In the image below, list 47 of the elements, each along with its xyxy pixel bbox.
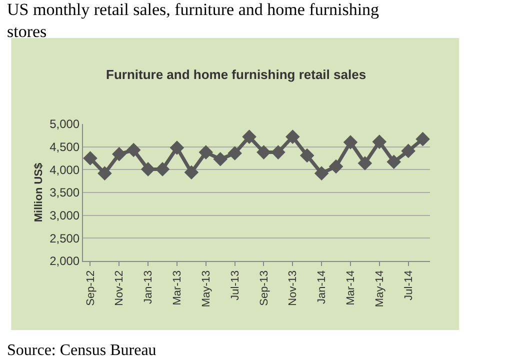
x-tick-label: Jul-14 [402,270,415,300]
point [300,148,314,163]
point [140,162,156,176]
y-tick-label: 3,000 [50,208,80,223]
point [198,145,214,160]
y-axis-title: Million US$ [33,162,46,222]
point [242,130,256,144]
point [401,144,416,158]
x-tick-label: Sep-12 [84,270,97,306]
point [416,132,430,146]
point [271,145,286,160]
point [256,145,271,160]
x-tick-label: May-14 [374,270,386,308]
point [155,162,170,176]
chart-subtitle: Furniture and home furnishing retail sales [106,67,366,82]
x-tick-label: Nov-13 [287,270,300,306]
x-tick-label: Jul-13 [229,270,242,300]
chart-title: US monthly retail sales, furniture and home furnishing stores [7,0,380,42]
point [286,130,300,144]
point [372,134,387,149]
point [386,154,401,170]
y-tick-label: 3,500 [50,186,80,200]
x-tick-label: Jan-13 [142,270,155,304]
point [343,135,358,150]
x-tick-label: Mar-13 [172,270,184,306]
x-tick-label: Nov-12 [114,270,126,306]
point [328,159,344,174]
y-tick-label: 2,500 [50,231,80,246]
y-tick-label: 4,000 [50,162,80,177]
point [228,146,242,160]
point [112,146,126,162]
point [83,151,98,166]
point [184,165,199,180]
x-tick-label: Jan-14 [316,270,328,304]
x-tick-label: Sep-13 [258,270,270,306]
y-tick-label: 5,000 [50,117,80,132]
point [213,152,228,166]
x-tick-label: Mar-14 [345,270,358,306]
point [314,166,329,180]
y-tick-label: 4,500 [50,140,80,154]
point [170,140,184,155]
point [98,166,112,180]
x-tick-label: May-13 [200,270,212,308]
y-tick-label: 2,000 [50,254,80,268]
point [126,142,141,158]
source-note: Source: Census Bureau [7,342,156,359]
point [358,156,372,170]
